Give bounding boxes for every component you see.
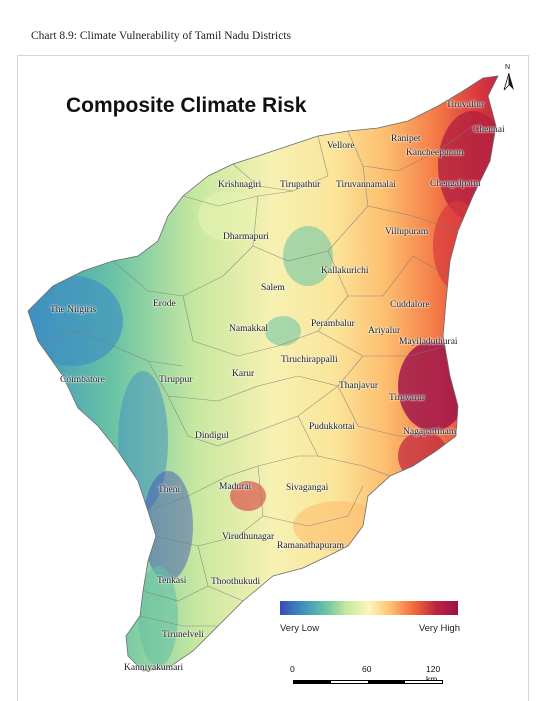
district-boundaries xyxy=(37,125,474,627)
district-label-karur: Karur xyxy=(232,369,255,379)
district-label-ranipet: Ranipet xyxy=(391,134,421,144)
district-label-kallakurichi: Kallakurichi xyxy=(321,266,369,276)
legend-high-label: Very High xyxy=(418,623,460,634)
district-label-ramanathapuram: Ramanathapuram xyxy=(277,541,345,551)
district-label-chengalpattu: Chengalpattu xyxy=(430,179,481,189)
district-label-namakkal: Namakkal xyxy=(229,324,269,334)
district-label-dindigul: Dindigul xyxy=(195,431,229,441)
legend-low-label: Very Low xyxy=(280,623,320,634)
district-label-madurai: Madurai xyxy=(219,482,252,492)
district-label-dharmapuri: Dharmapuri xyxy=(223,232,269,242)
district-label-ariyalur: Ariyalur xyxy=(368,326,401,336)
district-label-thoothukudi: Thoothukudi xyxy=(211,577,261,587)
scale-tick-60: 60 xyxy=(362,664,372,674)
district-label-mayiladuthurai: Mayiladuthurai xyxy=(399,337,458,347)
district-label-vellore: Vellore xyxy=(327,141,355,151)
district-label-chennai: Chennai xyxy=(473,125,505,135)
district-label-virudhunagar: Virudhunagar xyxy=(222,532,275,542)
map-title: Composite Climate Risk xyxy=(66,94,307,117)
district-label-pudukkottai: Pudukkottai xyxy=(309,422,355,432)
district-label-cuddalore: Cuddalore xyxy=(390,300,430,310)
district-label-tirupathur: Tirupathur xyxy=(280,180,321,190)
scale-bar-graphic xyxy=(293,680,443,684)
district-label-tenkasi: Tenkasi xyxy=(157,576,187,586)
district-label-kanniyakumari: Kanniyakumari xyxy=(124,663,184,673)
color-legend: Very Low Very High xyxy=(280,601,460,634)
district-label-tirunelveli: Tirunelveli xyxy=(162,630,204,640)
choropleth-map xyxy=(27,75,499,672)
district-label-nagapattinam: Nagapattinam xyxy=(403,427,457,437)
district-label-villupuram: Villupuram xyxy=(385,227,429,237)
district-label-krishnagiri: Krishnagiri xyxy=(218,180,262,190)
district-label-kancheepuram: Kancheepuram xyxy=(406,148,464,158)
scale-tick-120: 120 km xyxy=(426,664,441,684)
district-label-perambalur: Perambalur xyxy=(311,319,355,329)
district-label-sivagangai: Sivagangai xyxy=(286,483,329,493)
district-label-coimbatore: Coimbatore xyxy=(60,375,105,385)
district-label-erode: Erode xyxy=(153,299,176,309)
district-label-tiruchirappalli: Tiruchirappalli xyxy=(281,355,338,365)
district-label-tiruvallur: Tiruvallur xyxy=(446,100,485,110)
chart-caption: Chart 8.9: Climate Vulnerability of Tami… xyxy=(31,30,291,42)
district-label-salem: Salem xyxy=(261,283,285,293)
legend-color-ramp xyxy=(280,601,458,615)
district-label-the-nilgiris: The Nilgiris xyxy=(50,305,97,315)
district-label-theni: Theni xyxy=(158,485,181,495)
map-frame: Composite Climate Risk N Tiruvallur Chen… xyxy=(17,55,529,701)
north-arrow-letter: N xyxy=(505,64,511,71)
district-label-thanjavur: Thanjavur xyxy=(339,381,379,391)
north-arrow-icon: N xyxy=(502,64,516,92)
district-label-tiruvannamalai: Tiruvannamalai xyxy=(336,180,396,190)
district-label-tiruvarur: Tiruvarur xyxy=(389,393,426,403)
district-label-tiruppur: Tiruppur xyxy=(159,375,193,385)
scale-tick-0: 0 xyxy=(290,664,295,674)
